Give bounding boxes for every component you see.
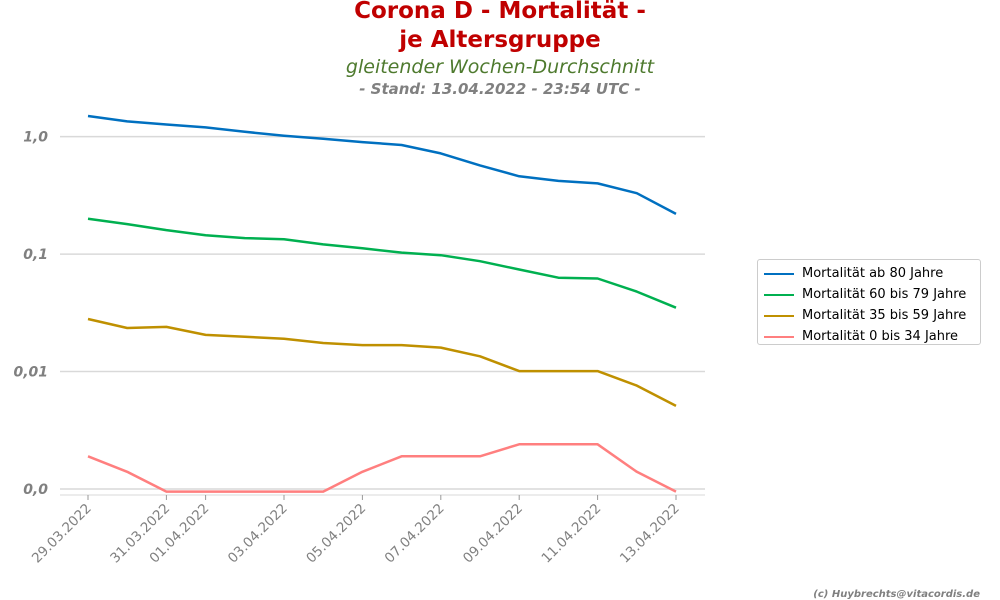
x-tick-label: 09.04.2022 xyxy=(460,501,526,567)
y-tick-label: 0,01 xyxy=(13,365,48,381)
legend-item: Mortalität 60 bis 79 Jahre xyxy=(764,284,980,305)
legend-label: Mortalität 0 bis 34 Jahre xyxy=(802,329,959,344)
legend-item: Mortalität 35 bis 59 Jahre xyxy=(764,305,980,326)
chart-subtitle: gleitender Wochen-Durchschnitt xyxy=(345,56,655,78)
chart-legend: Mortalität ab 80 Jahre Mortalität 60 bis … xyxy=(757,259,981,345)
y-tick-label: 1,0 xyxy=(23,130,48,146)
chart-title-line2: je Altersgruppe xyxy=(399,27,601,53)
series-line-4 xyxy=(87,443,677,493)
legend-label: Mortalität ab 80 Jahre xyxy=(802,266,944,281)
copyright-credit: (c) Huybrechts@vitacordis.de xyxy=(813,589,980,600)
legend-swatch xyxy=(764,272,794,275)
series-line-2 xyxy=(87,217,677,309)
x-tick-label: 05.04.2022 xyxy=(303,501,369,567)
legend-swatch xyxy=(764,293,794,296)
x-tick-label: 29.03.2022 xyxy=(29,501,95,567)
x-tick-label: 03.04.2022 xyxy=(225,501,291,567)
legend-swatch xyxy=(764,314,794,317)
series-line-1 xyxy=(87,114,677,216)
legend-item: Mortalität ab 80 Jahre xyxy=(764,263,980,284)
legend-label: Mortalität 35 bis 59 Jahre xyxy=(802,308,967,323)
series-line-3 xyxy=(87,317,677,408)
y-tick-label: 0,0 xyxy=(23,482,48,498)
legend-swatch xyxy=(764,335,794,338)
legend-item: Mortalität 0 bis 34 Jahre xyxy=(764,326,980,347)
legend-label: Mortalität 60 bis 79 Jahre xyxy=(802,287,967,302)
y-tick-label: 0,1 xyxy=(23,247,48,263)
chart-timestamp: - Stand: 13.04.2022 - 23:54 UTC - xyxy=(359,80,641,98)
x-tick-label: 11.04.2022 xyxy=(538,501,604,567)
x-tick-label: 07.04.2022 xyxy=(382,501,448,567)
x-tick-label: 13.04.2022 xyxy=(617,501,683,567)
chart-title-line1: Corona D - Mortalität - xyxy=(354,0,646,24)
